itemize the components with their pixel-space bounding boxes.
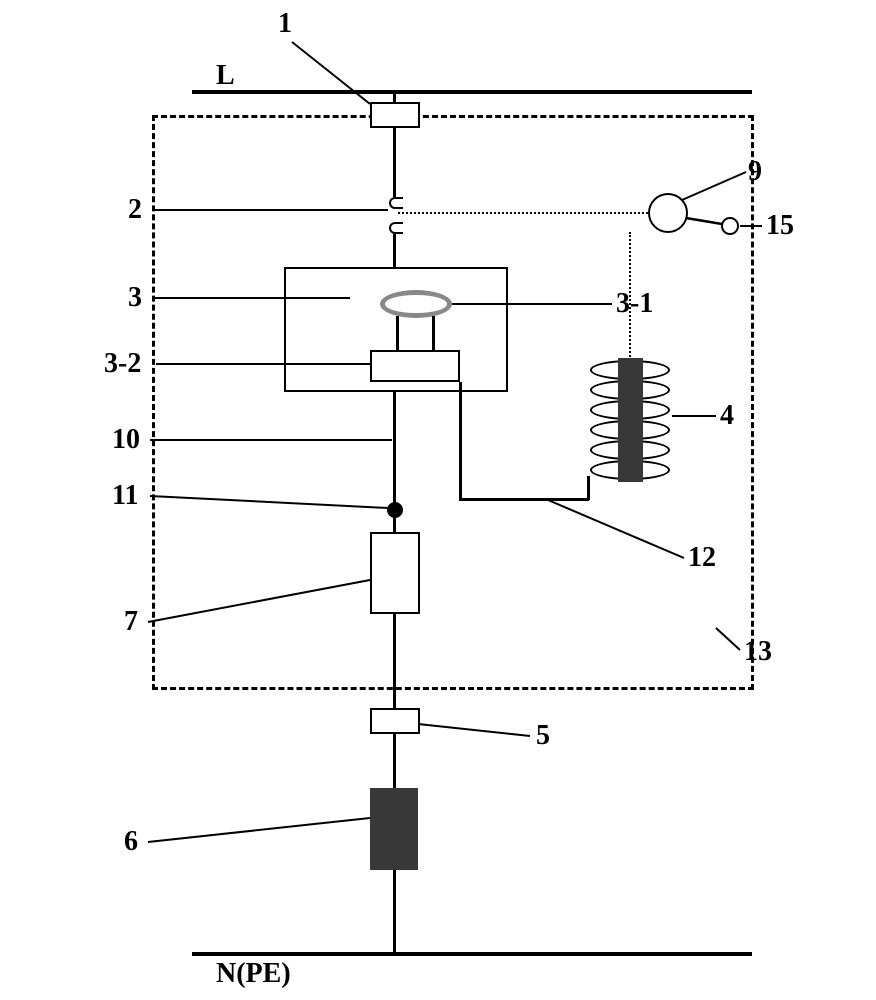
wire-12-down	[459, 382, 462, 500]
label-11: 11	[112, 480, 138, 512]
indicator-9	[648, 193, 688, 233]
terminal-1	[370, 102, 420, 128]
label-6: 6	[124, 826, 138, 858]
schematic-diagram: L N(PE) 1 2 3 3-1 3-2 4 5 6 7 9 10 11 12…	[0, 0, 876, 1000]
label-5: 5	[536, 720, 550, 752]
terminal-5	[370, 708, 420, 734]
label-15: 15	[766, 210, 794, 242]
block-6	[370, 788, 418, 870]
label-2: 2	[128, 194, 142, 226]
label-1: 1	[278, 8, 292, 40]
ellipse-3-1	[380, 290, 452, 318]
label-L: L	[216, 60, 235, 92]
pillar-left	[396, 316, 399, 352]
label-3-2: 3-2	[104, 348, 141, 380]
label-9: 9	[748, 156, 762, 188]
label-3: 3	[128, 282, 142, 314]
wire-seg3	[393, 614, 396, 710]
wire-12-h	[459, 498, 589, 501]
line-N	[192, 952, 752, 956]
label-7: 7	[124, 606, 138, 638]
coil-4-core	[618, 358, 643, 482]
dotted-mech-link-h	[398, 212, 648, 214]
indicator-15	[721, 217, 739, 235]
block-7	[370, 532, 420, 614]
label-10: 10	[112, 424, 140, 456]
contact-upper	[389, 197, 403, 209]
node-11	[387, 502, 403, 518]
wire-seg4	[393, 730, 396, 788]
wire-seg5	[393, 870, 396, 952]
contact-lower	[389, 222, 403, 234]
label-12: 12	[688, 542, 716, 574]
line-L	[192, 90, 752, 94]
block-3-2	[370, 350, 460, 382]
label-13: 13	[744, 636, 772, 668]
label-4: 4	[720, 400, 734, 432]
label-3-1: 3-1	[616, 288, 653, 320]
wire-12-up	[587, 476, 590, 500]
label-N: N(PE)	[216, 958, 291, 990]
pillar-right	[432, 316, 435, 352]
